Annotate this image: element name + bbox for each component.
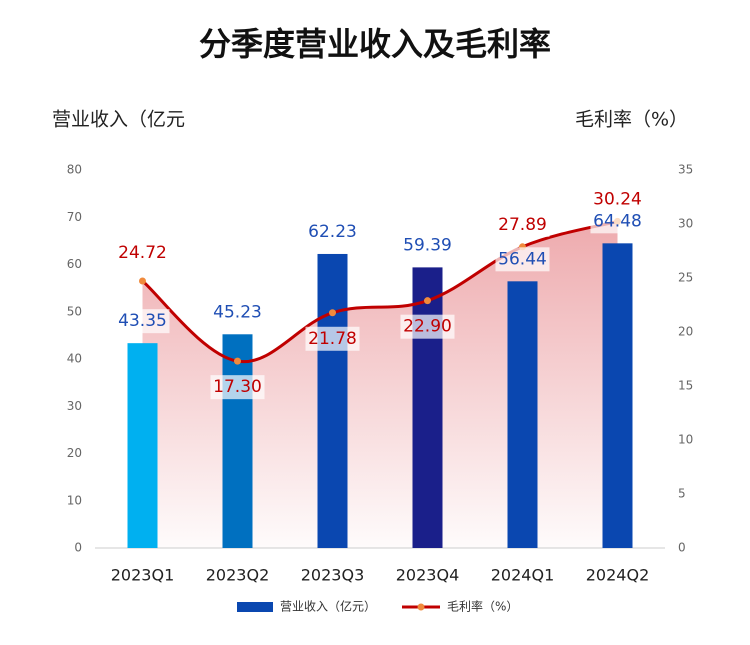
y2-tick-label: 10 xyxy=(678,433,693,447)
y2-axis-title: 毛利率（%） xyxy=(575,109,688,131)
line-value-label: 27.89 xyxy=(498,215,547,235)
bar xyxy=(507,281,538,548)
label-background xyxy=(400,233,455,258)
legend-swatch xyxy=(237,602,273,612)
line-value-label: 30.24 xyxy=(593,189,642,209)
legend-label: 营业收入（亿元） xyxy=(280,599,376,614)
y-tick-label: 10 xyxy=(67,493,82,507)
y-tick-label: 60 xyxy=(67,257,82,271)
x-tick-label: 2023Q4 xyxy=(396,566,460,585)
line-area xyxy=(142,221,618,548)
line-marker xyxy=(329,309,336,317)
label-background xyxy=(115,309,170,334)
y2-tick-label: 30 xyxy=(678,217,693,231)
y2-tick-label: 15 xyxy=(678,379,693,393)
x-tick-label: 2024Q2 xyxy=(586,566,650,585)
bar xyxy=(222,334,253,548)
chart-title: 分季度营业收入及毛利率 xyxy=(199,25,551,63)
line-value-label: 22.90 xyxy=(403,317,452,337)
legend-swatch xyxy=(417,603,425,611)
x-tick-label: 2024Q1 xyxy=(491,566,555,585)
label-background xyxy=(115,241,170,266)
label-background xyxy=(305,219,360,244)
line-marker xyxy=(139,277,146,285)
y-axis-title: 营业收入（亿元 xyxy=(52,109,185,131)
x-tick-label: 2023Q3 xyxy=(301,566,365,585)
legend-label: 毛利率（%） xyxy=(447,599,518,614)
label-background xyxy=(210,375,265,400)
y-tick-label: 80 xyxy=(67,163,82,177)
x-tick-label: 2023Q1 xyxy=(111,566,175,585)
label-background xyxy=(210,300,265,325)
x-tick-label: 2023Q2 xyxy=(206,566,270,585)
y-tick-label: 30 xyxy=(67,399,82,413)
line-marker xyxy=(234,357,241,365)
bar xyxy=(602,243,633,548)
label-background xyxy=(400,314,455,339)
bar-value-label: 56.44 xyxy=(498,249,547,269)
y2-tick-label: 20 xyxy=(678,325,693,339)
y-tick-label: 70 xyxy=(67,210,82,224)
label-background xyxy=(495,212,550,237)
label-background xyxy=(590,209,645,234)
line-value-label: 21.78 xyxy=(308,329,357,349)
bar-value-label: 43.35 xyxy=(118,311,167,331)
area-layer xyxy=(142,221,618,548)
label-background xyxy=(495,247,550,272)
y2-tick-label: 0 xyxy=(678,541,686,555)
y2-tick-label: 25 xyxy=(678,271,693,285)
bar-value-label: 45.23 xyxy=(213,302,262,322)
y2-tick-label: 35 xyxy=(678,163,693,177)
line-value-label: 24.72 xyxy=(118,243,167,263)
y-tick-label: 40 xyxy=(67,352,82,366)
bar xyxy=(412,267,443,548)
bar-value-label: 64.48 xyxy=(593,211,642,231)
label-background xyxy=(305,326,360,351)
line-value-label: 17.30 xyxy=(213,377,262,397)
label-background xyxy=(590,187,645,212)
bar-value-label: 59.39 xyxy=(403,235,452,255)
bar xyxy=(127,343,158,548)
y-tick-label: 0 xyxy=(74,541,82,555)
y-tick-label: 20 xyxy=(67,446,82,460)
line-marker xyxy=(424,297,431,305)
bar xyxy=(317,253,348,548)
bar-value-label: 62.23 xyxy=(308,222,357,242)
y2-tick-label: 5 xyxy=(678,487,686,501)
y-tick-label: 50 xyxy=(67,304,82,318)
